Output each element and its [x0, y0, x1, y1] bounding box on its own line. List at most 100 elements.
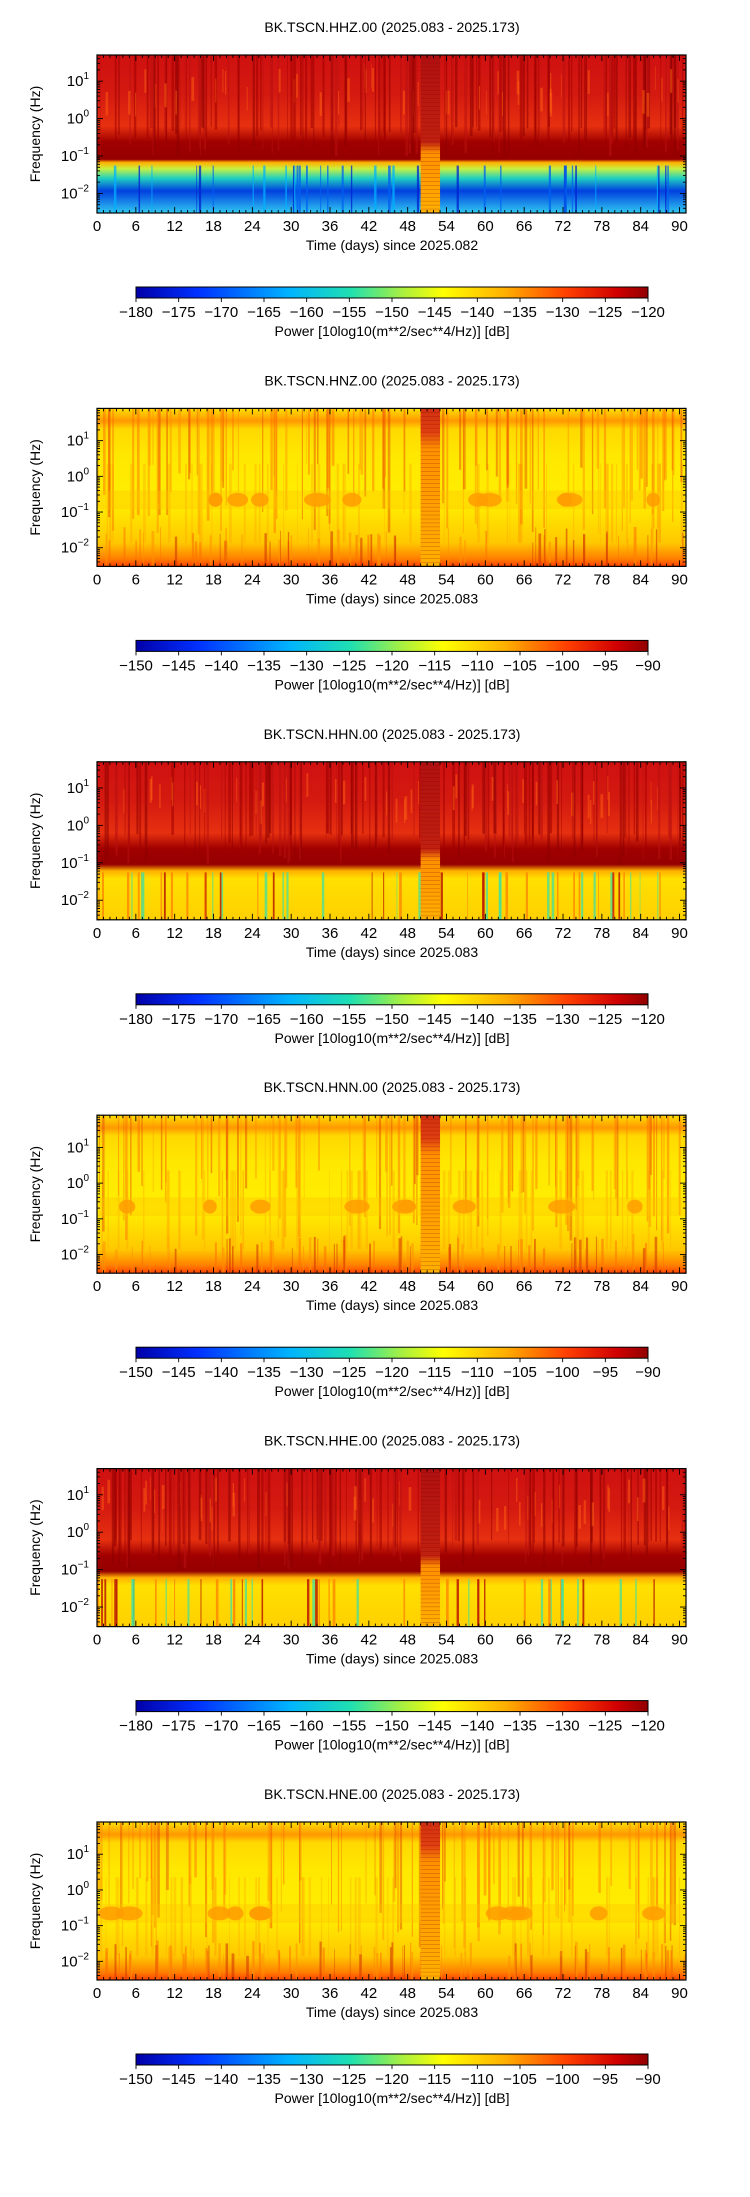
- colorbar-tick-label: −150: [119, 657, 153, 674]
- x-tick-label: 30: [283, 1632, 300, 1649]
- x-tick-label: 54: [438, 1278, 455, 1295]
- colorbar-tick-label: −90: [635, 2071, 660, 2088]
- x-tick-label: 36: [322, 1632, 339, 1649]
- y-tick-label: 101: [67, 1137, 90, 1156]
- x-tick-label: 12: [166, 925, 183, 942]
- x-tick-label: 0: [93, 925, 101, 942]
- x-tick-label: 0: [93, 1278, 101, 1295]
- colorbar-tick-label: −130: [546, 1718, 580, 1735]
- colorbar-tick-label: −140: [204, 2071, 238, 2088]
- y-axis-label: Frequency (Hz): [27, 86, 43, 182]
- colorbar-tick-label: −135: [503, 1718, 537, 1735]
- colorbar-tick-label: −145: [418, 304, 452, 321]
- colorbar-tick-label: −135: [503, 1011, 537, 1028]
- colorbar-tick-label: −95: [593, 657, 618, 674]
- x-tick-label: 24: [244, 571, 261, 588]
- x-tick-label: 0: [93, 1985, 101, 2002]
- colorbar-tick-label: −125: [332, 1364, 366, 1381]
- chart-title: BK.TSCN.HNZ.00 (2025.083 - 2025.173): [264, 372, 519, 388]
- x-tick-label: 54: [438, 1632, 455, 1649]
- chart-title: BK.TSCN.HHN.00 (2025.083 - 2025.173): [264, 726, 521, 742]
- colorbar-tick-label: −105: [503, 657, 537, 674]
- y-tick-label: 10−2: [61, 1597, 90, 1616]
- colorbar-label: Power [10log10(m**2/sec**4/Hz)] [dB]: [275, 1737, 510, 1753]
- y-tick-label: 10−1: [61, 146, 90, 165]
- chart-title: BK.TSCN.HNN.00 (2025.083 - 2025.173): [264, 1079, 521, 1095]
- x-tick-label: 66: [516, 925, 533, 942]
- colorbar-tick-label: −130: [546, 304, 580, 321]
- y-axis-label: Frequency (Hz): [27, 1853, 43, 1949]
- colorbar-tick-label: −120: [375, 657, 409, 674]
- x-tick-label: 72: [555, 571, 572, 588]
- colorbar-label: Power [10log10(m**2/sec**4/Hz)] [dB]: [275, 1030, 510, 1046]
- y-tick-label: 101: [67, 71, 90, 90]
- x-axis-label: Time (days) since 2025.083: [306, 944, 478, 960]
- x-tick-label: 66: [516, 571, 533, 588]
- x-tick-label: 54: [438, 571, 455, 588]
- x-tick-label: 30: [283, 1985, 300, 2002]
- x-tick-label: 48: [399, 218, 416, 235]
- y-tick-label: 100: [67, 109, 90, 128]
- x-tick-label: 42: [361, 218, 378, 235]
- y-tick-label: 10−1: [61, 1916, 90, 1935]
- colorbar-tick-label: −135: [247, 2071, 281, 2088]
- colorbar-label: Power [10log10(m**2/sec**4/Hz)] [dB]: [275, 1383, 510, 1399]
- x-tick-label: 0: [93, 1632, 101, 1649]
- x-tick-label: 90: [671, 218, 688, 235]
- colorbar-tick-label: −170: [204, 1011, 238, 1028]
- x-tick-label: 72: [555, 1278, 572, 1295]
- colorbar-tick-label: −175: [162, 1718, 196, 1735]
- colorbar-tick-label: −125: [588, 1011, 622, 1028]
- x-axis-label: Time (days) since 2025.083: [306, 1297, 478, 1313]
- colorbar-tick-label: −160: [290, 1011, 324, 1028]
- colorbar-tick-label: −95: [593, 1364, 618, 1381]
- x-tick-label: 90: [671, 925, 688, 942]
- plot-frame: [96, 54, 687, 214]
- heatmap-background: [97, 1468, 686, 1627]
- colorbar-tick-label: −180: [119, 1718, 153, 1735]
- plot-frame: [96, 1467, 687, 1628]
- x-tick-label: 54: [438, 925, 455, 942]
- x-tick-label: 78: [594, 1985, 611, 2002]
- x-tick-label: 78: [594, 1278, 611, 1295]
- x-tick-label: 90: [671, 1985, 688, 2002]
- chart-title: BK.TSCN.HHE.00 (2025.083 - 2025.173): [264, 1433, 520, 1449]
- y-tick-label: 10−2: [61, 890, 90, 909]
- colorbar-tick-label: −125: [588, 304, 622, 321]
- x-tick-label: 84: [632, 1632, 649, 1649]
- y-tick-label: 10−1: [61, 502, 90, 521]
- x-tick-label: 42: [361, 1985, 378, 2002]
- y-tick-label: 10−1: [61, 853, 90, 872]
- x-axis-label: Time (days) since 2025.083: [306, 590, 478, 606]
- x-tick-label: 36: [322, 218, 339, 235]
- x-tick-label: 18: [205, 571, 222, 588]
- colorbar-tick-label: −140: [460, 1011, 494, 1028]
- x-tick-label: 66: [516, 218, 533, 235]
- colorbar-tick-label: −170: [204, 1718, 238, 1735]
- x-tick-label: 60: [477, 1985, 494, 2002]
- x-tick-label: 84: [632, 1985, 649, 2002]
- x-tick-label: 12: [166, 1278, 183, 1295]
- x-axis-label: Time (days) since 2025.083: [306, 2004, 478, 2020]
- x-tick-label: 90: [671, 571, 688, 588]
- x-tick-label: 36: [322, 1278, 339, 1295]
- y-tick-label: 100: [67, 466, 90, 485]
- colorbar-tick-label: −130: [290, 2071, 324, 2088]
- x-tick-label: 0: [93, 571, 101, 588]
- y-tick-label: 10−2: [61, 538, 90, 557]
- x-tick-label: 42: [361, 1278, 378, 1295]
- y-tick-label: 101: [67, 778, 90, 797]
- colorbar-tick-label: −125: [332, 2071, 366, 2088]
- x-tick-label: 6: [132, 1985, 140, 2002]
- x-tick-label: 78: [594, 1632, 611, 1649]
- x-axis-label: Time (days) since 2025.082: [306, 237, 478, 253]
- colorbar-tick-label: −120: [375, 2071, 409, 2088]
- x-tick-label: 60: [477, 571, 494, 588]
- y-tick-label: 100: [67, 1173, 90, 1192]
- colorbar: [135, 1346, 649, 1359]
- colorbar-tick-label: −120: [631, 304, 665, 321]
- colorbar-tick-label: −175: [162, 1011, 196, 1028]
- colorbar-tick-label: −115: [418, 1364, 451, 1381]
- x-tick-label: 6: [132, 571, 140, 588]
- x-tick-label: 54: [438, 1985, 455, 2002]
